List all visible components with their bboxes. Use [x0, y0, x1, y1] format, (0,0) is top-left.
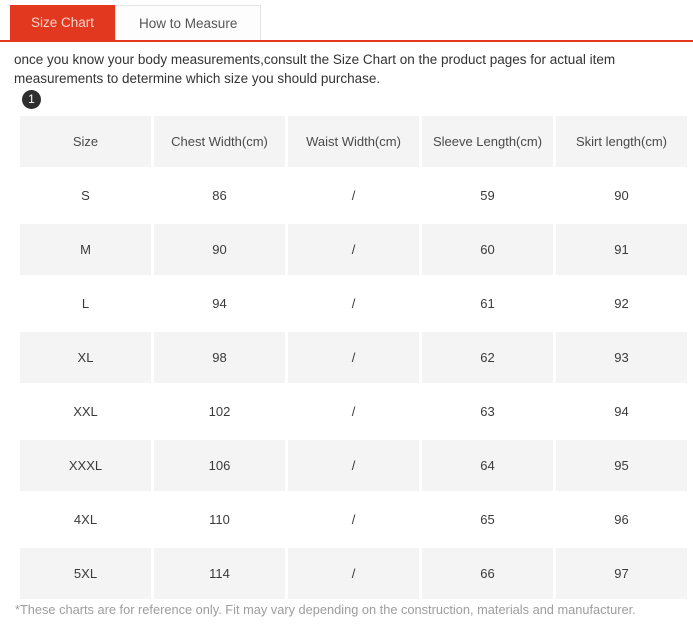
- table-cell: 63: [422, 386, 553, 437]
- table-row: M 90/60 91: [20, 224, 687, 275]
- table-cell: /: [288, 224, 419, 275]
- intro-text: once you know your body measurements,con…: [14, 52, 616, 86]
- table-cell: 61: [422, 278, 553, 329]
- table-cell: /: [288, 170, 419, 221]
- table-cell: 90: [556, 170, 687, 221]
- footnote-text: *These charts are for reference only. Fi…: [15, 602, 636, 617]
- table-cell: 60: [422, 224, 553, 275]
- table-cell: 106: [154, 440, 285, 491]
- column-header: Size: [20, 116, 151, 167]
- size-chart-table: Size Chest Width(cm) Waist Width(cm) Sleeve…: [17, 113, 690, 602]
- table-header-row: Size Chest Width(cm) Waist Width(cm) Sleeve…: [20, 116, 687, 167]
- table-cell: /: [288, 332, 419, 383]
- table-cell: 66: [422, 548, 553, 599]
- table-cell: 91: [556, 224, 687, 275]
- table-cell: XXXL: [20, 440, 151, 491]
- table-cell: 110: [154, 494, 285, 545]
- tab-how-to-measure[interactable]: How to Measure: [115, 5, 262, 40]
- table-cell: XXL: [20, 386, 151, 437]
- table-cell: 64: [422, 440, 553, 491]
- column-header: Sleeve Length(cm): [422, 116, 553, 167]
- column-header: Waist Width(cm): [288, 116, 419, 167]
- table-cell: /: [288, 386, 419, 437]
- tab-size-chart-label: Size Chart: [31, 15, 95, 30]
- column-header: Chest Width(cm): [154, 116, 285, 167]
- table-cell: /: [288, 440, 419, 491]
- table-cell: 98: [154, 332, 285, 383]
- table-row: XXL 102/63 94: [20, 386, 687, 437]
- table-cell: M: [20, 224, 151, 275]
- size-chart-table-header: Size Chest Width(cm) Waist Width(cm) Sleeve…: [20, 116, 687, 167]
- table-cell: 94: [154, 278, 285, 329]
- table-cell: 96: [556, 494, 687, 545]
- table-cell: 86: [154, 170, 285, 221]
- table-row: XL 98/62 93: [20, 332, 687, 383]
- table-row: S 86/59 90: [20, 170, 687, 221]
- tab-bar: Size Chart How to Measure: [0, 5, 693, 42]
- table-row: 5XL 114/66 97: [20, 548, 687, 599]
- table-cell: 92: [556, 278, 687, 329]
- table-cell: 5XL: [20, 548, 151, 599]
- table-cell: 4XL: [20, 494, 151, 545]
- table-cell: L: [20, 278, 151, 329]
- size-chart-table-body: S 86/59 90 M 90/60 91 L 94/61 92 XL 98/62 93 XXL 102/…: [20, 170, 687, 599]
- table-cell: 65: [422, 494, 553, 545]
- column-header: Skirt length(cm): [556, 116, 687, 167]
- table-cell: 102: [154, 386, 285, 437]
- table-cell: 59: [422, 170, 553, 221]
- table-cell: 62: [422, 332, 553, 383]
- tab-size-chart[interactable]: Size Chart: [10, 5, 116, 40]
- tab-how-to-measure-label: How to Measure: [139, 16, 238, 31]
- table-cell: /: [288, 494, 419, 545]
- table-cell: 93: [556, 332, 687, 383]
- table-cell: 94: [556, 386, 687, 437]
- table-cell: 97: [556, 548, 687, 599]
- step-1-badge: 1: [22, 90, 41, 109]
- table-cell: /: [288, 548, 419, 599]
- table-row: 4XL 110/65 96: [20, 494, 687, 545]
- table-row: XXXL 106/64 95: [20, 440, 687, 491]
- table-cell: 114: [154, 548, 285, 599]
- table-cell: 90: [154, 224, 285, 275]
- table-cell: XL: [20, 332, 151, 383]
- table-cell: /: [288, 278, 419, 329]
- table-cell: S: [20, 170, 151, 221]
- table-row: L 94/61 92: [20, 278, 687, 329]
- table-cell: 95: [556, 440, 687, 491]
